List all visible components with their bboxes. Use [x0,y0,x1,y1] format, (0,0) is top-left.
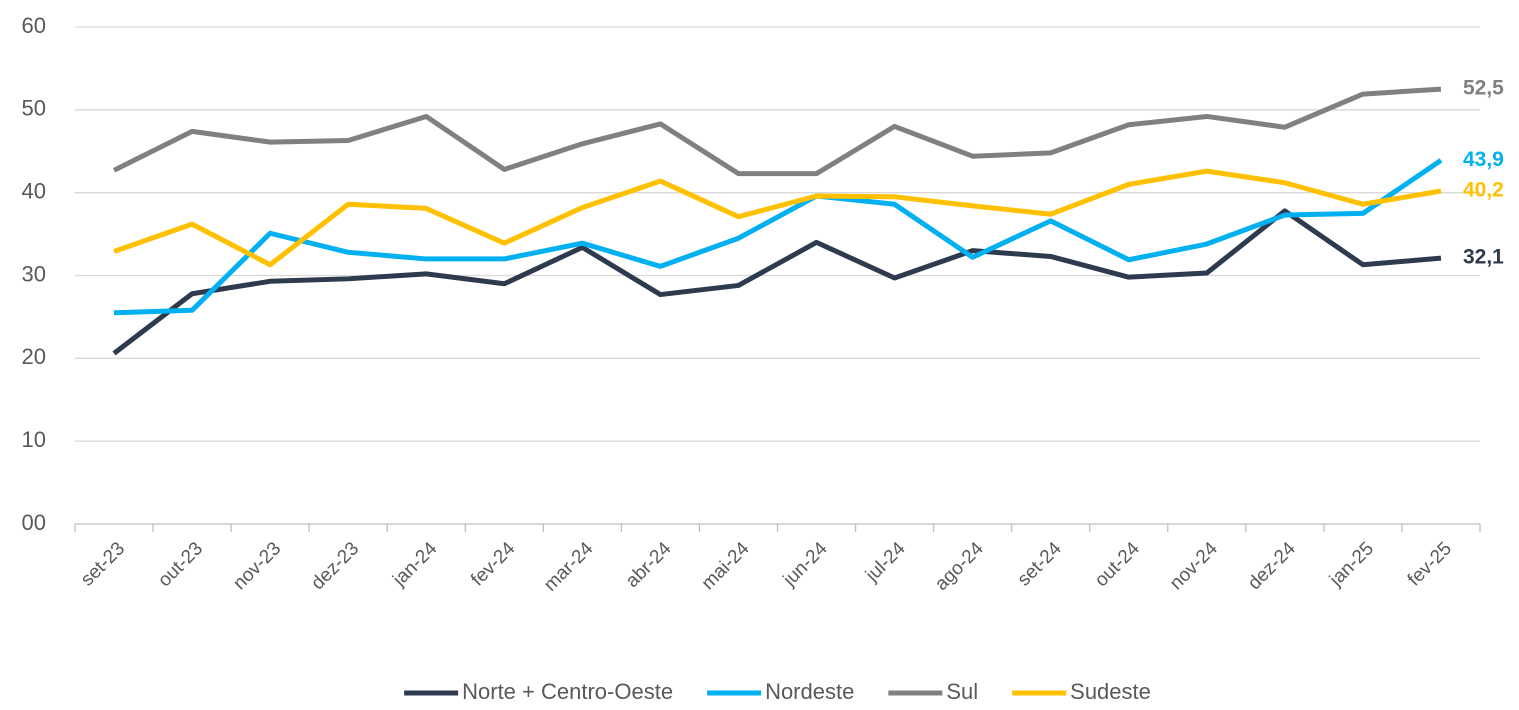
x-tick-label: set-23 [77,538,129,590]
data-label: 43,9 [1463,148,1504,171]
legend-label: Sul [946,679,978,704]
x-tick-label: mai-24 [698,538,754,594]
x-tick-label: abr-24 [622,538,676,592]
y-tick-label: 60 [22,13,46,38]
x-tick-label: set-24 [1014,538,1066,590]
x-tick-label: dez-23 [307,538,363,594]
data-label: 32,1 [1463,246,1504,269]
x-tick-label: fev-25 [1404,538,1456,590]
x-tick-label: out-24 [1091,538,1144,591]
y-tick-label: 30 [22,261,46,286]
legend-label: Norte + Centro-Oeste [462,679,673,704]
y-tick-label: 10 [22,427,46,452]
legend-label: Sudeste [1070,679,1151,704]
series-line [113,158,1443,316]
x-tick-label: fev-24 [467,538,519,590]
y-tick-label: 40 [22,178,46,203]
data-label: 52,5 [1463,77,1504,100]
y-tick-label: 00 [22,510,46,535]
x-tick-label: ago-24 [931,538,988,595]
x-tick-label: out-23 [154,538,207,591]
data-label: 40,2 [1463,179,1504,202]
x-tick-label: jan-25 [1325,538,1378,591]
series-line [113,168,1442,268]
x-tick-label: jul-24 [861,538,910,587]
x-tick-label: nov-23 [229,538,285,594]
x-tick-label: jan-24 [388,538,441,591]
y-tick-label: 50 [22,96,46,121]
series-line [112,208,1442,356]
legend-label: Nordeste [765,679,854,704]
series-line [112,86,1442,177]
x-tick-label: mar-24 [540,538,598,596]
x-tick-label: dez-24 [1244,538,1300,594]
x-tick-label: nov-24 [1166,538,1222,594]
y-tick-label: 20 [22,344,46,369]
x-tick-label: jun-24 [779,538,832,591]
